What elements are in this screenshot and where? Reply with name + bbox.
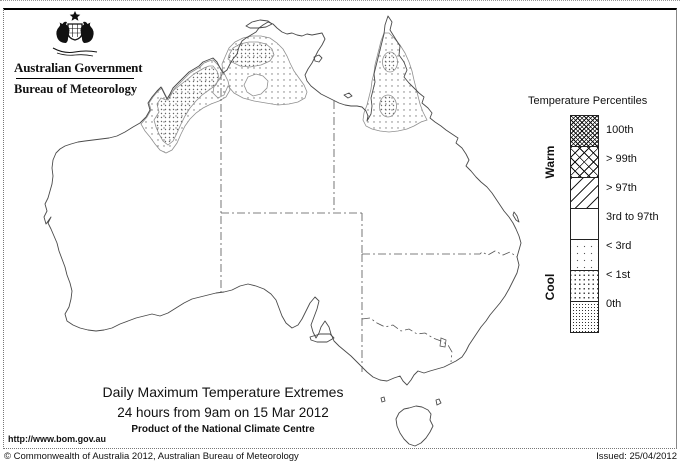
government-header: Australian Government Bureau of Meteorol… (14, 10, 143, 97)
region-cool-northwest-wa (140, 59, 231, 154)
state-borders (220, 72, 518, 372)
legend-warm-label: Warm (543, 145, 557, 179)
border-act (439, 337, 447, 348)
legend-swatch-0th (570, 301, 599, 333)
issued-date: Issued: 25/04/2012 (596, 451, 677, 462)
legend-swatch-gt97th (570, 177, 599, 209)
bureau-title: Bureau of Meteorology (14, 82, 138, 96)
copyright-notice: © Commonwealth of Australia 2012, Austra… (4, 451, 299, 462)
map-frame-border (3, 8, 677, 449)
flinders-island (435, 398, 442, 406)
groote-eylandt (313, 54, 323, 63)
tasmania-coast (395, 405, 434, 447)
legend-label-100th: 100th (606, 124, 634, 136)
legend-label-3rd-97th: 3rd to 97th (606, 211, 659, 223)
map-period: 24 hours from 9am on 15 Mar 2012 (117, 405, 329, 420)
legend-title: Temperature Percentiles (528, 95, 648, 107)
legend-swatch-lt3rd (570, 239, 599, 271)
mainland-coast (43, 15, 522, 386)
coat-of-arms-icon (52, 11, 98, 57)
legend-label-0th: 0th (606, 298, 622, 310)
king-island (380, 396, 386, 403)
coastline (43, 15, 522, 447)
fraser-island (512, 211, 520, 223)
region-cool-top-end-nt (212, 35, 308, 106)
map-title-block: Daily Maximum Temperature Extremes 24 ho… (58, 384, 388, 435)
legend-label-lt3rd: < 3rd (606, 240, 632, 252)
legend-swatch-lt1st (570, 270, 599, 302)
legend-color-bar (570, 115, 599, 333)
map-title: Daily Maximum Temperature Extremes (102, 384, 344, 400)
page-top-dotted-rule (0, 0, 680, 1)
legend-label-gt97th: > 97th (606, 182, 637, 194)
mornington-island (343, 92, 353, 99)
region-cool-cape-york-qld (362, 32, 428, 133)
bom-url: http://www.bom.gov.au (8, 434, 106, 444)
melville-island (245, 19, 273, 29)
kangaroo-island (309, 333, 335, 343)
border-nsw-vic-murray (361, 317, 453, 363)
legend-swatch-3rd-97th (570, 208, 599, 240)
legend-swatch-100th (570, 115, 599, 147)
map-product-credit: Product of the National Climate Centre (131, 424, 315, 435)
legend-cool-label: Cool (543, 273, 557, 301)
legend-label-lt1st: < 1st (606, 269, 631, 281)
header-divider (16, 78, 134, 79)
legend-swatch-gt99th (570, 146, 599, 178)
border-qld-nsw (362, 250, 518, 258)
government-title: Australian Government (14, 60, 143, 75)
legend-labels: 100th > 99th > 97th 3rd to 97th < 3rd < … (606, 116, 659, 319)
legend-label-gt99th: > 99th (606, 153, 637, 165)
